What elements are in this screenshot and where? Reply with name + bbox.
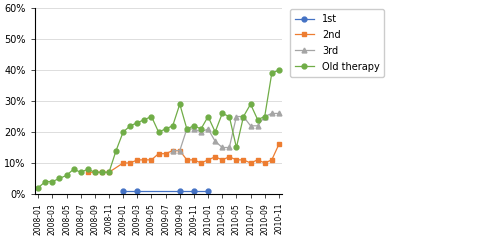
Old therapy bbox=[219, 112, 225, 115]
3rd bbox=[170, 149, 175, 152]
1st bbox=[205, 189, 211, 192]
3rd bbox=[205, 127, 211, 130]
Old therapy bbox=[248, 103, 254, 106]
2nd bbox=[99, 171, 105, 174]
2nd bbox=[134, 158, 140, 161]
Old therapy bbox=[162, 127, 168, 130]
Old therapy bbox=[198, 127, 204, 130]
3rd bbox=[234, 115, 239, 118]
2nd bbox=[276, 143, 282, 146]
3rd bbox=[226, 146, 232, 149]
Old therapy bbox=[92, 171, 98, 174]
2nd bbox=[248, 162, 254, 164]
Old therapy bbox=[64, 174, 70, 177]
2nd bbox=[262, 162, 268, 164]
Old therapy bbox=[42, 180, 48, 183]
3rd bbox=[177, 149, 183, 152]
2nd bbox=[120, 162, 126, 164]
Old therapy bbox=[234, 146, 239, 149]
2nd bbox=[106, 171, 112, 174]
2nd bbox=[162, 152, 168, 155]
2nd bbox=[156, 152, 162, 155]
Old therapy bbox=[50, 180, 56, 183]
Old therapy bbox=[85, 168, 91, 171]
Line: Old therapy: Old therapy bbox=[36, 68, 282, 190]
Old therapy bbox=[120, 130, 126, 133]
2nd bbox=[170, 149, 175, 152]
3rd bbox=[254, 124, 260, 127]
Old therapy bbox=[113, 149, 119, 152]
3rd bbox=[269, 112, 275, 115]
3rd bbox=[198, 130, 204, 133]
2nd bbox=[212, 155, 218, 158]
Old therapy bbox=[205, 115, 211, 118]
3rd bbox=[212, 140, 218, 143]
2nd bbox=[191, 158, 197, 161]
3rd bbox=[240, 115, 246, 118]
Old therapy bbox=[262, 115, 268, 118]
Old therapy bbox=[134, 121, 140, 124]
Old therapy bbox=[78, 171, 84, 174]
3rd bbox=[276, 112, 282, 115]
2nd bbox=[240, 158, 246, 161]
2nd bbox=[254, 158, 260, 161]
2nd bbox=[85, 171, 91, 174]
Old therapy bbox=[156, 130, 162, 133]
Old therapy bbox=[70, 168, 76, 171]
2nd bbox=[177, 149, 183, 152]
1st bbox=[120, 189, 126, 192]
2nd bbox=[234, 158, 239, 161]
Old therapy bbox=[191, 124, 197, 127]
Old therapy bbox=[99, 171, 105, 174]
2nd bbox=[148, 158, 154, 161]
2nd bbox=[269, 158, 275, 161]
1st bbox=[134, 189, 140, 192]
Old therapy bbox=[170, 124, 175, 127]
3rd bbox=[248, 124, 254, 127]
2nd bbox=[92, 171, 98, 174]
1st bbox=[191, 189, 197, 192]
3rd bbox=[262, 115, 268, 118]
Legend: 1st, 2nd, 3rd, Old therapy: 1st, 2nd, 3rd, Old therapy bbox=[290, 9, 384, 76]
Old therapy bbox=[254, 118, 260, 121]
Old therapy bbox=[148, 115, 154, 118]
3rd bbox=[219, 146, 225, 149]
2nd bbox=[219, 158, 225, 161]
Line: 1st: 1st bbox=[120, 188, 210, 193]
3rd bbox=[184, 127, 190, 130]
2nd bbox=[205, 158, 211, 161]
Line: 3rd: 3rd bbox=[170, 111, 281, 153]
Old therapy bbox=[142, 118, 148, 121]
Line: 2nd: 2nd bbox=[86, 142, 281, 175]
Old therapy bbox=[106, 171, 112, 174]
2nd bbox=[226, 155, 232, 158]
Old therapy bbox=[226, 115, 232, 118]
Old therapy bbox=[240, 115, 246, 118]
2nd bbox=[184, 158, 190, 161]
2nd bbox=[198, 162, 204, 164]
2nd bbox=[127, 162, 133, 164]
Old therapy bbox=[269, 72, 275, 75]
Old therapy bbox=[35, 186, 41, 189]
3rd bbox=[191, 127, 197, 130]
Old therapy bbox=[56, 177, 62, 180]
2nd bbox=[142, 158, 148, 161]
Old therapy bbox=[276, 69, 282, 71]
Old therapy bbox=[212, 130, 218, 133]
1st bbox=[177, 189, 183, 192]
Old therapy bbox=[127, 124, 133, 127]
Old therapy bbox=[184, 127, 190, 130]
Old therapy bbox=[177, 103, 183, 106]
